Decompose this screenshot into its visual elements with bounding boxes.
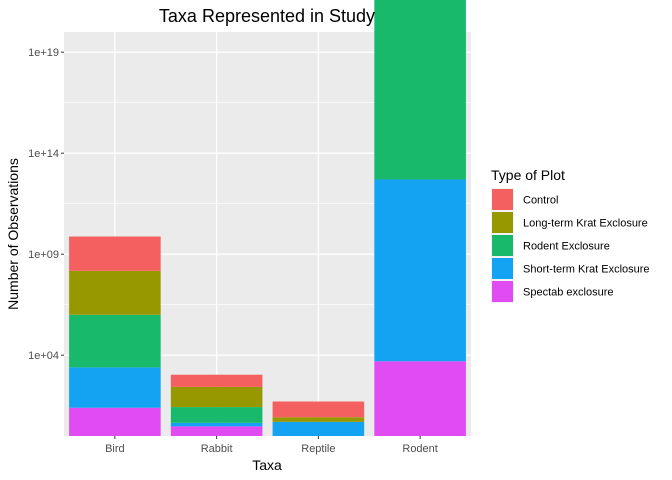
- x-tick-label: Bird: [105, 443, 125, 455]
- bar-segment: [69, 314, 161, 368]
- y-tick-label: 1e+09: [28, 249, 59, 261]
- legend-label: Spectab exclosure: [523, 287, 614, 299]
- bar-segment: [272, 401, 365, 418]
- legend-label: Rodent Exclosure: [523, 241, 610, 253]
- legend-label: Short-term Krat Exclosure: [523, 264, 650, 276]
- y-tick-label: 1e+14: [28, 148, 59, 160]
- y-tick-label: 1e+19: [28, 47, 59, 59]
- bar-segment: [374, 0, 466, 180]
- bars: [69, 0, 466, 436]
- bar-segment: [374, 179, 466, 362]
- x-tick-label: Rabbit: [201, 443, 233, 455]
- legend-swatch: [492, 235, 513, 256]
- bar-segment: [170, 374, 263, 387]
- x-axis-title: Taxa: [252, 457, 282, 473]
- y-tick-label: 1e+04: [28, 350, 59, 362]
- legend-label: Long-term Krat Exclosure: [523, 218, 648, 230]
- chart-title: Taxa Represented in Study: [159, 6, 375, 26]
- bar-segment: [170, 426, 263, 436]
- legend-swatch: [492, 258, 513, 279]
- legend-swatch: [492, 189, 513, 210]
- legend-title: Type of Plot: [491, 167, 565, 183]
- legend-label: Control: [523, 195, 558, 207]
- bar-segment: [170, 422, 263, 427]
- bar-segment: [69, 236, 161, 271]
- x-axis: Bird Rabbit Reptile Rodent: [105, 436, 438, 455]
- bar-segment: [272, 417, 365, 422]
- y-axis: 1e+04 1e+09 1e+14 1e+19: [28, 47, 64, 362]
- legend-swatch: [492, 212, 513, 233]
- bar-segment: [170, 386, 263, 408]
- bar-segment: [272, 421, 365, 436]
- bar-segment: [374, 361, 466, 436]
- bar-segment: [69, 367, 161, 408]
- legend: Type of Plot Control Long-term Krat Exclo…: [491, 167, 650, 303]
- y-axis-title: Number of Observations: [5, 158, 21, 310]
- legend-swatch: [492, 281, 513, 302]
- x-tick-label: Rodent: [402, 443, 437, 455]
- x-tick-label: Reptile: [301, 443, 335, 455]
- bar-segment: [170, 407, 263, 423]
- bar-segment: [69, 407, 161, 436]
- bar-segment: [69, 270, 161, 315]
